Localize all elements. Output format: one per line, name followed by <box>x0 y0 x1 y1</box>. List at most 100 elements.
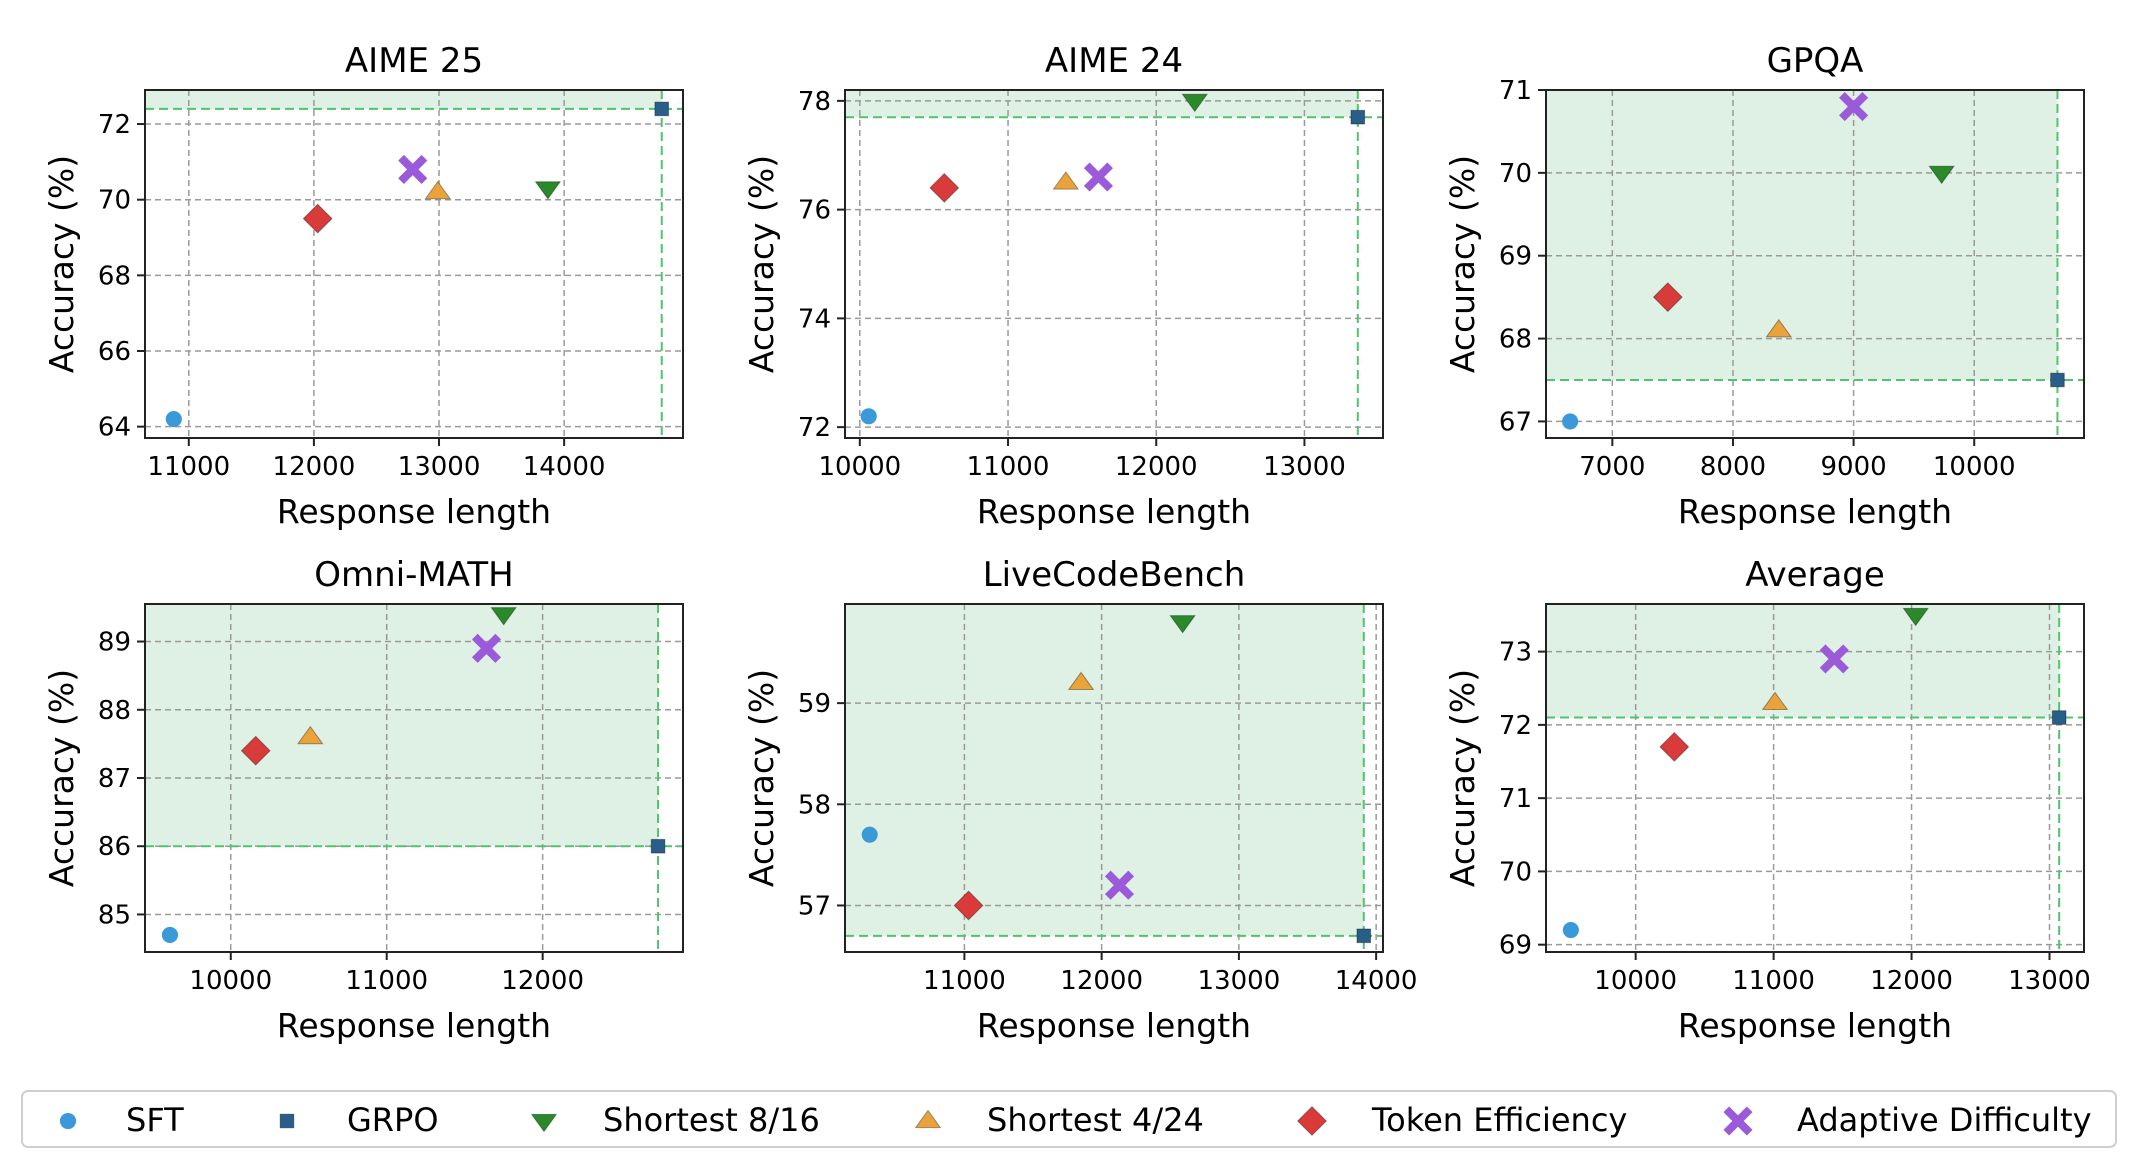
data-points <box>1562 92 2065 430</box>
point-token-efficiency <box>240 735 271 766</box>
x-tick-label: 11000 <box>1732 966 1815 996</box>
chart-omni-math: 10000 11000 12000 85 86 87 88 89 Omni-MATH Respon… <box>42 555 684 1045</box>
point-sft <box>1562 413 1579 430</box>
point-shortest-4-24 <box>424 180 452 200</box>
x-axis-label: Response length <box>277 492 551 531</box>
chart-title: Average <box>1745 555 1885 595</box>
y-tick-label: 85 <box>98 900 131 930</box>
x-tick-label: 13000 <box>1198 966 1281 996</box>
y-tick-label: 76 <box>798 196 831 226</box>
legend-label: Shortest 8/16 <box>603 1101 820 1139</box>
y-tick-label: 70 <box>1499 857 1532 887</box>
y-axis-label: Accuracy (%) <box>1443 155 1482 373</box>
x-axis-label: Response length <box>1678 492 1952 531</box>
y-axis-label: Accuracy (%) <box>42 155 81 373</box>
legend-item-sft: SFT <box>59 1101 184 1139</box>
legend-item-shortest-8-16: Shortest 8/16 <box>530 1101 820 1139</box>
point-grpo <box>654 101 670 117</box>
x-axis-label: Response length <box>1678 1006 1952 1045</box>
y-tick-label: 59 <box>798 689 831 719</box>
dominance-region <box>1546 604 2060 718</box>
point-shortest-4-24 <box>1052 171 1080 190</box>
y-tick-label: 68 <box>98 261 131 291</box>
chart-title: GPQA <box>1767 41 1864 81</box>
y-tick-label: 71 <box>1499 784 1532 814</box>
data-points <box>161 607 666 944</box>
x-tick-label: 14000 <box>523 452 606 482</box>
chart-title: AIME 25 <box>345 41 483 81</box>
x-tick-label: 12000 <box>1870 966 1953 996</box>
y-tick-label: 74 <box>798 304 831 334</box>
x-tick-label: 10000 <box>1933 452 2016 482</box>
point-shortest-8-16 <box>1928 165 1955 185</box>
y-tick-label: 89 <box>98 628 131 658</box>
chart-aime-25: 11000 12000 13000 14000 64 66 68 70 72 AIME 25 Res… <box>42 41 684 531</box>
point-shortest-4-24 <box>1067 671 1095 691</box>
legend-label: Adaptive Difficulty <box>1797 1101 2092 1139</box>
data-points <box>860 93 1366 425</box>
point-token-efficiency <box>1659 731 1690 762</box>
legend-label: Token Efficiency <box>1371 1101 1627 1139</box>
point-shortest-8-16 <box>1181 93 1209 113</box>
legend-marker-adaptive-difficulty <box>1723 1106 1753 1136</box>
point-token-efficiency <box>929 172 960 203</box>
point-adaptive-difficulty <box>1839 92 1869 122</box>
point-adaptive-difficulty <box>1819 644 1849 674</box>
y-axis-label: Accuracy (%) <box>742 155 781 373</box>
x-tick-label: 10000 <box>1594 966 1677 996</box>
legend-marker-shortest-8-16 <box>530 1113 558 1133</box>
y-tick-label: 86 <box>98 832 131 862</box>
point-adaptive-difficulty <box>1104 870 1135 900</box>
y-tick-label: 72 <box>98 110 131 140</box>
chart-gpqa: 7000 8000 9000 10000 67 68 69 70 71 GPQA Response … <box>1443 41 2085 531</box>
y-tick-label: 73 <box>1499 638 1532 668</box>
dominance-region <box>145 604 659 847</box>
dominance-region <box>145 90 662 109</box>
x-tick-label: 9000 <box>1821 452 1887 482</box>
point-grpo <box>1350 109 1366 125</box>
y-tick-label: 70 <box>1499 159 1532 189</box>
y-tick-label: 70 <box>98 186 131 216</box>
y-tick-label: 88 <box>98 696 131 726</box>
point-grpo <box>650 838 666 854</box>
point-grpo <box>1356 928 1372 944</box>
chart-average: 10000 11000 12000 13000 69 70 71 72 73 Average Res… <box>1443 555 2091 1045</box>
point-sft <box>165 411 182 428</box>
point-grpo <box>2050 372 2065 388</box>
y-tick-label: 69 <box>1499 242 1532 272</box>
point-sft <box>161 926 179 944</box>
legend-label: Shortest 4/24 <box>987 1101 1204 1139</box>
legend-label: GRPO <box>347 1101 439 1139</box>
chart-livecodebench: 11000 12000 13000 14000 57 58 59 LiveCodeBench R… <box>742 555 1417 1045</box>
point-token-efficiency <box>953 890 984 921</box>
y-tick-label: 58 <box>798 790 831 820</box>
x-tick-label: 13000 <box>2008 966 2091 996</box>
legend-item-shortest-4-24: Shortest 4/24 <box>914 1101 1204 1139</box>
dominance-region <box>845 90 1358 118</box>
point-adaptive-difficulty <box>471 633 502 663</box>
point-sft <box>860 408 877 425</box>
point-shortest-8-16 <box>1902 607 1930 627</box>
dominance-region <box>1546 90 2058 380</box>
point-sft <box>1562 921 1579 939</box>
y-tick-label: 68 <box>1499 325 1532 355</box>
y-tick-label: 69 <box>1499 931 1532 961</box>
y-tick-label: 64 <box>98 413 131 443</box>
x-tick-label: 13000 <box>1263 452 1346 482</box>
x-tick-label: 11000 <box>967 452 1050 482</box>
y-tick-label: 72 <box>798 413 831 443</box>
data-points <box>1562 607 2067 939</box>
data-points <box>861 615 1372 944</box>
x-tick-label: 12000 <box>501 966 584 996</box>
point-shortest-8-16 <box>490 607 517 626</box>
chart-aime-24: 10000 11000 12000 13000 72 74 76 78 AIME 24 Respo… <box>742 41 1384 531</box>
x-tick-label: 10000 <box>189 966 272 996</box>
x-axis-label: Response length <box>277 1006 551 1045</box>
x-tick-label: 12000 <box>1060 966 1143 996</box>
axes-frame <box>844 603 1384 953</box>
x-tick-label: 12000 <box>1115 452 1198 482</box>
legend-marker-shortest-4-24 <box>914 1109 942 1129</box>
legend-item-token-efficiency: Token Efficiency <box>1296 1101 1627 1139</box>
y-tick-label: 72 <box>1499 711 1532 741</box>
